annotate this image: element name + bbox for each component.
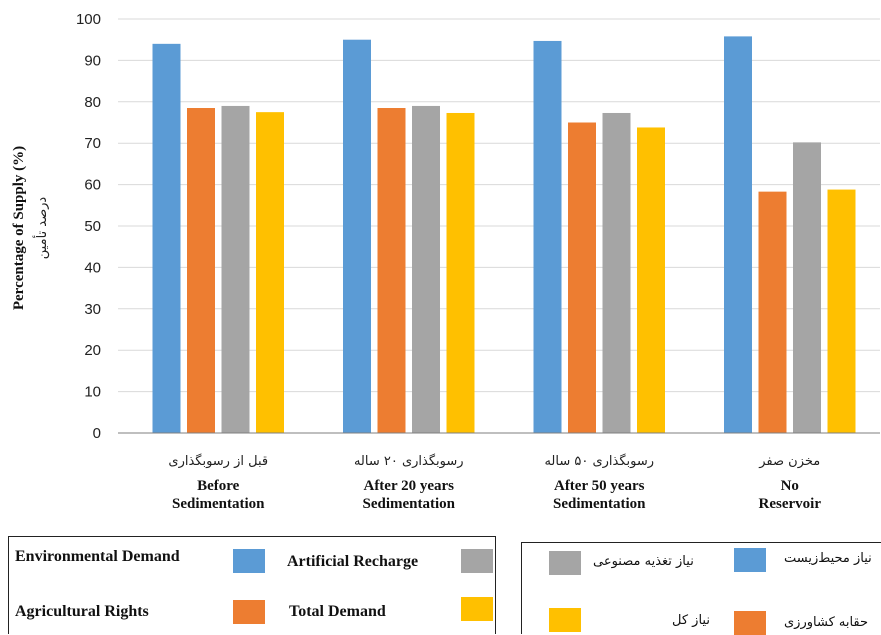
category-label-en-line2: Sedimentation xyxy=(553,496,646,512)
bar-artificial xyxy=(221,105,250,433)
legend-swatch-artificial xyxy=(461,549,493,573)
legend-label-artificial-fa: نیاز تغذیه مصنوعی xyxy=(593,554,694,569)
category-label-fa: قبل از رسوبگذاری xyxy=(168,453,268,469)
y-tick-label: 90 xyxy=(84,52,101,69)
category-label-en-line1: No xyxy=(781,478,799,494)
y-axis-label-fa: درصد تأمین xyxy=(32,197,50,260)
category-label-fa: رسوبگذاری ۵۰ ساله xyxy=(544,453,654,469)
bar-environmental xyxy=(533,40,562,433)
y-tick-label: 80 xyxy=(84,94,101,111)
bar-agricultural xyxy=(758,191,787,433)
y-tick-label: 10 xyxy=(84,384,101,401)
category-label-fa: مخزن صفر xyxy=(758,454,820,469)
legend-label-environmental: Environmental Demand xyxy=(15,548,180,565)
y-axis-ticks: 0 10 20 30 40 50 60 70 80 90 100 xyxy=(76,11,101,442)
category-label-en-line2: Reservoir xyxy=(759,496,822,512)
bar-total xyxy=(256,112,284,434)
bar-artificial xyxy=(793,142,821,433)
legend-label-total: Total Demand xyxy=(289,603,386,620)
legend-label-environmental-fa: نیاز محیط‌زیست xyxy=(784,551,872,566)
bar-total xyxy=(637,127,665,433)
bar-environmental xyxy=(724,36,752,433)
legend-persian: نیاز تغذیه مصنوعی نیاز محیط‌زیست نیاز کل… xyxy=(521,542,881,635)
category-label-en-line1: Before xyxy=(197,478,240,494)
bar-agricultural xyxy=(187,108,215,433)
category-labels: قبل از رسوبگذاری Before Sedimentation رسوبگ… xyxy=(168,453,821,512)
legend-label-agricultural: Agricultural Rights xyxy=(15,603,149,620)
y-tick-label: 30 xyxy=(84,301,101,318)
bars xyxy=(152,36,856,434)
legend-swatch-agricultural-fa xyxy=(734,611,766,635)
category-label-en-line2: Sedimentation xyxy=(172,496,265,512)
bar-artificial xyxy=(412,105,440,433)
legend-label-agricultural-fa: حقابه کشاورزی xyxy=(784,615,869,630)
legend-label-artificial: Artificial Recharge xyxy=(287,553,419,570)
category-label-fa: رسوبگذاری ۲۰ ساله xyxy=(354,453,464,469)
legend-swatch-artificial-fa xyxy=(549,551,581,575)
y-tick-label: 20 xyxy=(84,342,101,359)
legend-swatch-environmental-fa xyxy=(734,548,766,572)
y-axis-label-en: Percentage of Supply (%) xyxy=(11,146,27,310)
bar-chart: 0 10 20 30 40 50 60 70 80 90 100 قبل از رسوبگذاری B… xyxy=(11,11,880,512)
legend-swatch-total xyxy=(461,597,493,621)
legend-swatch-environmental xyxy=(233,549,265,573)
bar-total xyxy=(446,112,475,433)
legend-english: Environmental Demand Artificial Recharge… xyxy=(8,536,496,634)
bar-artificial xyxy=(602,112,631,433)
bar-environmental xyxy=(343,39,371,433)
category-label-en-line1: After 50 years xyxy=(554,478,645,494)
y-tick-label: 50 xyxy=(84,218,101,235)
legend-label-total-fa: نیاز کل xyxy=(672,613,710,628)
bar-agricultural xyxy=(568,122,596,433)
y-tick-label: 70 xyxy=(84,135,101,152)
legend-swatch-total-fa xyxy=(549,608,581,632)
bar-agricultural xyxy=(377,108,406,433)
y-axis-label: Percentage of Supply (%) درصد تأمین xyxy=(11,146,50,310)
bar-environmental xyxy=(152,43,181,434)
legend-swatch-agricultural xyxy=(233,600,265,624)
y-tick-label: 100 xyxy=(76,11,101,28)
category-label-en-line1: After 20 years xyxy=(363,478,454,494)
category-label-en-line2: Sedimentation xyxy=(362,496,455,512)
y-tick-label: 60 xyxy=(84,177,101,194)
y-tick-label: 0 xyxy=(93,425,101,442)
bar-total xyxy=(827,189,856,433)
y-tick-label: 40 xyxy=(84,259,101,276)
